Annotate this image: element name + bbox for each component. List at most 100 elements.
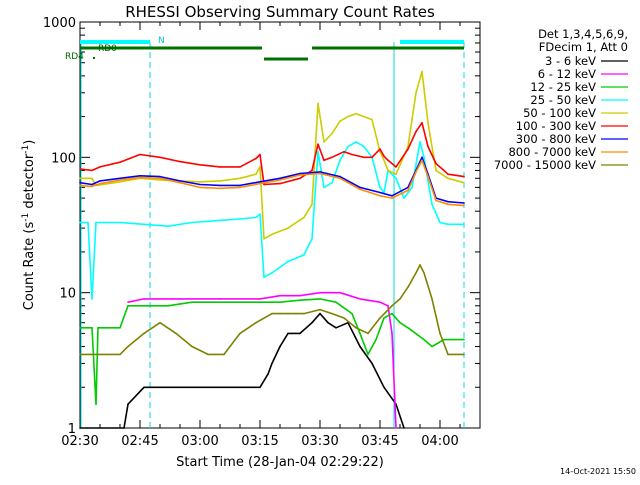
series-point-9: [463, 353, 465, 356]
series-point-7: [239, 184, 241, 187]
series-point-7: [219, 184, 221, 187]
series-point-7: [91, 183, 93, 186]
series-point-3: [375, 338, 377, 341]
series-point-7: [319, 171, 321, 173]
series-point-6: [219, 166, 221, 168]
series-point-9: [355, 327, 357, 329]
series-point-6: [447, 173, 449, 175]
series-point-3: [407, 327, 409, 329]
series-point-5: [263, 238, 265, 240]
series-point-9: [287, 312, 289, 315]
series-point-5: [119, 181, 121, 183]
series-point-8: [319, 172, 321, 175]
series-point-4: [79, 221, 81, 224]
series-point-6: [279, 182, 281, 185]
series-point-9: [423, 272, 425, 274]
x-axis-title: Start Time (28-Jan-04 02:29:22): [176, 455, 384, 470]
series-point-3: [399, 321, 401, 324]
series-point-6: [91, 169, 93, 172]
series-point-6: [331, 156, 333, 159]
series-point-2: [143, 298, 145, 300]
series-line-8: [79, 159, 465, 207]
series-point-3: [279, 301, 281, 304]
series-point-6: [119, 161, 121, 163]
series-point-2: [379, 301, 381, 304]
legend-entry-label: 300 - 800 keV: [516, 132, 596, 146]
series-point-1: [403, 427, 405, 429]
series-point-2: [219, 298, 221, 300]
series-point-1: [79, 427, 81, 429]
series-point-8: [435, 199, 437, 202]
y-tick-label: 1: [68, 422, 76, 437]
series-point-2: [259, 298, 261, 300]
series-point-2: [387, 305, 389, 307]
series-point-6: [407, 148, 409, 150]
series-point-3: [359, 332, 361, 335]
series-point-1: [267, 373, 269, 375]
x-tick-label: 03:30: [301, 434, 338, 449]
series-point-5: [383, 159, 385, 162]
series-line-4: [80, 141, 464, 300]
series-point-3: [423, 338, 425, 341]
series-point-5: [271, 233, 273, 236]
series-point-6: [99, 166, 101, 168]
series-point-5: [303, 216, 305, 219]
series-point-9: [379, 317, 381, 319]
series-point-3: [79, 327, 81, 329]
series-point-7: [463, 202, 465, 204]
series-point-6: [435, 162, 437, 165]
timestamp-label: 14-Oct-2021 15:50: [560, 467, 636, 476]
series-point-3: [191, 301, 193, 304]
x-tick-label: 02:45: [121, 434, 158, 449]
series-point-9: [239, 332, 241, 335]
series-point-1: [335, 327, 337, 329]
series-point-3: [97, 327, 99, 329]
series-point-2: [339, 291, 341, 294]
series-point-9: [415, 272, 417, 274]
series-point-4: [463, 223, 465, 226]
series-point-8: [99, 182, 101, 185]
series-point-9: [439, 332, 441, 335]
series-point-7: [339, 175, 341, 178]
series-point-8: [415, 171, 417, 173]
series-point-3: [351, 312, 353, 315]
series-point-5: [447, 177, 449, 180]
x-tick-label: 03:15: [241, 434, 278, 449]
series-point-4: [191, 221, 193, 224]
series-point-6: [139, 153, 141, 156]
legend-entry-label: 25 - 50 keV: [530, 93, 596, 107]
series-point-1: [259, 386, 261, 389]
series-point-6: [415, 130, 417, 133]
series-point-6: [255, 157, 257, 160]
series-point-4: [347, 145, 349, 148]
series-point-8: [119, 179, 121, 181]
series-point-4: [95, 221, 97, 224]
series-point-1: [299, 332, 301, 335]
series-point-1: [383, 386, 385, 389]
legend-entry-label: 6 - 12 keV: [538, 67, 596, 81]
chart-title: RHESSI Observing Summary Count Rates: [125, 3, 435, 21]
series-point-7: [447, 200, 449, 203]
series-point-6: [343, 150, 345, 153]
legend-entry-label: 12 - 25 keV: [530, 80, 596, 94]
x-tick-label: 04:00: [421, 434, 458, 449]
series-point-6: [79, 168, 81, 170]
series-line-6: [79, 122, 465, 186]
series-point-4: [143, 223, 145, 226]
series-point-7: [279, 177, 281, 180]
series-point-5: [79, 177, 81, 180]
series-point-5: [339, 120, 341, 122]
x-tick-label: 03:00: [181, 434, 218, 449]
series-point-5: [415, 92, 417, 94]
series-point-9: [127, 345, 129, 348]
series-point-3: [443, 338, 445, 341]
series-point-7: [391, 195, 393, 197]
series-point-8: [427, 175, 429, 178]
series-point-6: [179, 160, 181, 163]
legend-header-line: FDecim 1, Att 0: [539, 40, 628, 54]
series-point-8: [379, 195, 381, 197]
x-tick-label: 02:30: [61, 434, 98, 449]
series-point-5: [287, 227, 289, 229]
series-point-5: [427, 122, 429, 124]
